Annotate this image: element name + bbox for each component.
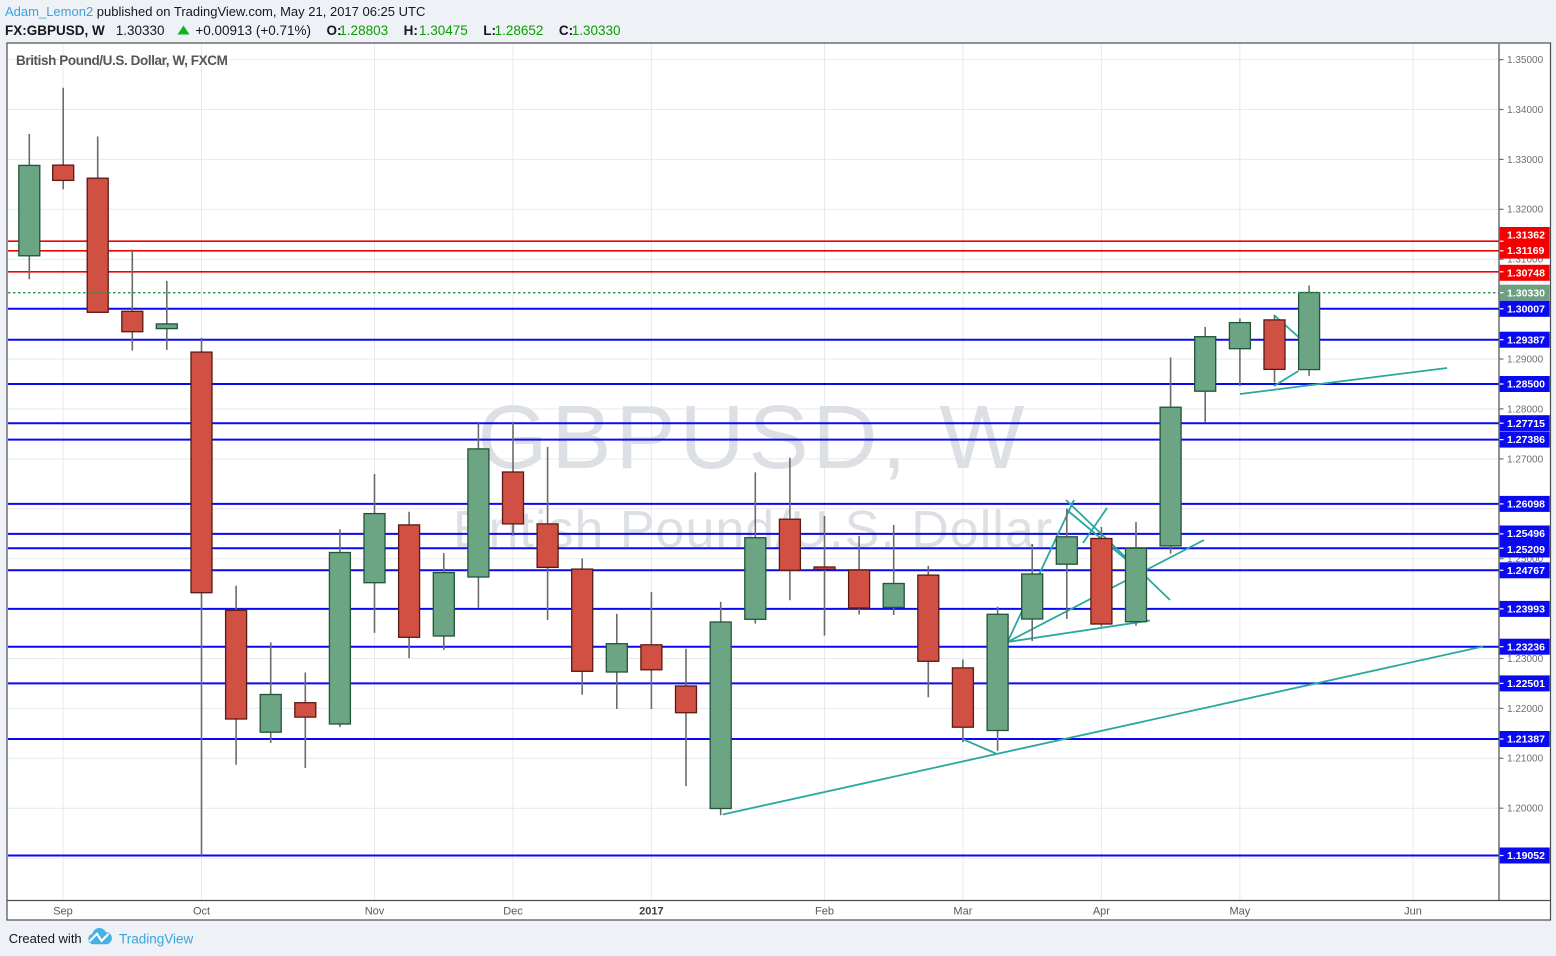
svg-text:1.28000: 1.28000 — [1507, 404, 1544, 415]
svg-text:1.21000: 1.21000 — [1507, 754, 1544, 765]
svg-text:1.28803: 1.28803 — [339, 23, 388, 38]
svg-text:May: May — [1230, 906, 1251, 918]
svg-text:1.35000: 1.35000 — [1507, 55, 1544, 66]
svg-text:1.22501: 1.22501 — [1507, 678, 1545, 690]
svg-text:1.31169: 1.31169 — [1507, 245, 1545, 257]
svg-text:Dec: Dec — [503, 906, 523, 918]
svg-text:Jun: Jun — [1404, 906, 1422, 918]
svg-text:1.28652: 1.28652 — [495, 23, 544, 38]
svg-text:2017: 2017 — [639, 906, 663, 918]
svg-text:1.29387: 1.29387 — [1507, 334, 1545, 346]
svg-text:1.31362: 1.31362 — [1507, 230, 1545, 242]
svg-text:Feb: Feb — [815, 906, 834, 918]
svg-text:1.30330: 1.30330 — [1507, 287, 1545, 299]
svg-text:1.31000: 1.31000 — [1507, 255, 1544, 266]
svg-text:Mar: Mar — [953, 906, 972, 918]
svg-text:1.26098: 1.26098 — [1507, 499, 1545, 511]
svg-text:1.24767: 1.24767 — [1507, 565, 1545, 577]
svg-text:GBPUSD, W: GBPUSD, W — [477, 388, 1028, 488]
svg-text:FX:GBPUSD, W: FX:GBPUSD, W — [5, 23, 105, 38]
svg-text:British Pound/U.S. Dollar, W,: British Pound/U.S. Dollar, W, FXCM — [16, 53, 228, 68]
svg-text:1.23236: 1.23236 — [1507, 641, 1545, 653]
svg-text:1.25000: 1.25000 — [1507, 554, 1544, 565]
svg-text:1.23993: 1.23993 — [1507, 604, 1545, 616]
svg-text:O:: O: — [327, 23, 342, 38]
svg-text:1.19052: 1.19052 — [1507, 850, 1545, 862]
svg-text:1.27715: 1.27715 — [1507, 418, 1545, 430]
svg-text:C:: C: — [559, 23, 573, 38]
svg-text:1.34000: 1.34000 — [1507, 105, 1544, 116]
svg-text:H:: H: — [404, 23, 418, 38]
svg-text:Created with: Created with — [9, 931, 82, 946]
svg-text:1.30330: 1.30330 — [116, 23, 165, 38]
svg-text:Nov: Nov — [365, 906, 385, 918]
svg-text:1.23000: 1.23000 — [1507, 654, 1544, 665]
svg-text:1.22000: 1.22000 — [1507, 704, 1544, 715]
svg-text:Apr: Apr — [1093, 906, 1110, 918]
svg-text:1.30007: 1.30007 — [1507, 303, 1545, 315]
svg-text:1.28500: 1.28500 — [1507, 379, 1545, 391]
svg-text:1.33000: 1.33000 — [1507, 155, 1544, 166]
svg-text:Oct: Oct — [193, 906, 210, 918]
svg-text:1.25496: 1.25496 — [1507, 528, 1545, 540]
svg-text:L:: L: — [483, 23, 496, 38]
svg-text:1.25209: 1.25209 — [1507, 544, 1545, 556]
svg-text:1.30475: 1.30475 — [419, 23, 468, 38]
svg-text:1.27000: 1.27000 — [1507, 454, 1544, 465]
svg-text:Sep: Sep — [53, 906, 73, 918]
svg-text:Adam_Lemon2 published on Tradi: Adam_Lemon2 published on TradingView.com… — [5, 4, 425, 19]
svg-text:1.21387: 1.21387 — [1507, 734, 1545, 746]
svg-text:1.29000: 1.29000 — [1507, 354, 1544, 365]
svg-text:1.30748: 1.30748 — [1507, 267, 1545, 279]
svg-text:1.20000: 1.20000 — [1507, 804, 1544, 815]
svg-text:1.30330: 1.30330 — [572, 23, 621, 38]
svg-text:1.27386: 1.27386 — [1507, 434, 1545, 446]
svg-text:+0.00913 (+0.71%): +0.00913 (+0.71%) — [195, 23, 311, 38]
svg-text:1.32000: 1.32000 — [1507, 205, 1544, 216]
svg-text:TradingView: TradingView — [119, 932, 194, 947]
